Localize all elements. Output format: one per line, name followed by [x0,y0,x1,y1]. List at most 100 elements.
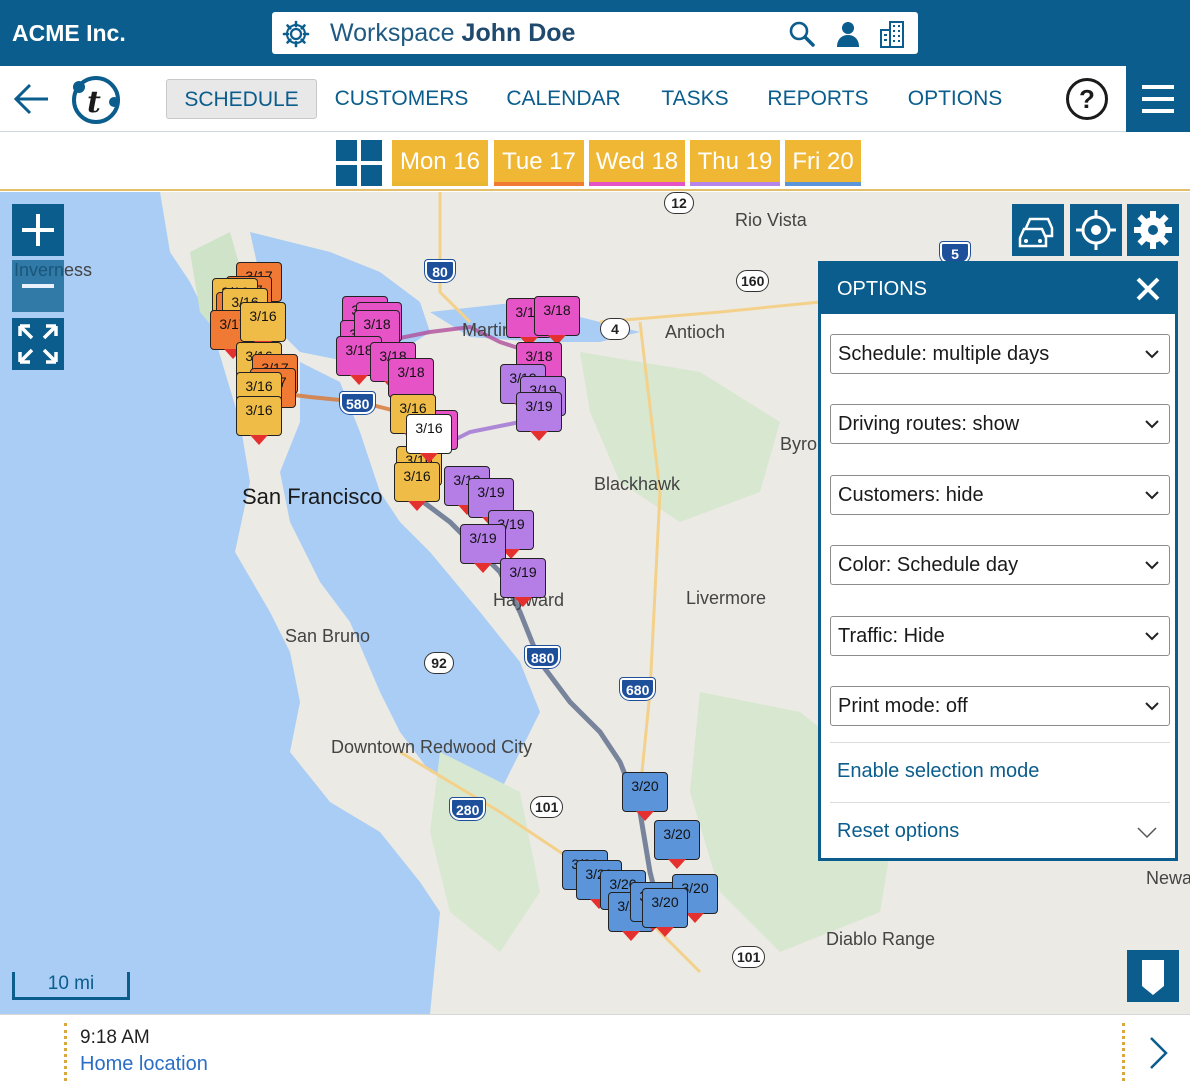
route-map[interactable]: Inverness Rio Vista Martinez Antioch Byr… [0,192,1190,1014]
route-stop-marker[interactable]: 3/16 [394,462,440,511]
chat-button[interactable] [1127,950,1179,1002]
divider [830,742,1170,743]
chevron-right-icon[interactable] [1146,1035,1172,1071]
print-mode-select-value: Print mode: off [838,695,968,717]
day-tab-thu[interactable]: Thu 19 [690,140,780,186]
hamburger-menu-button[interactable] [1126,66,1190,132]
highway-shield: 4 [600,318,630,340]
day-tab-tue[interactable]: Tue 17 [494,140,584,186]
route-stop-marker[interactable]: 3/16 [236,396,282,445]
back-arrow-icon[interactable] [12,82,50,116]
highway-shield: 101 [530,796,564,818]
fullscreen-button[interactable] [12,318,64,370]
workspace-bar[interactable]: Workspace John Doe [272,12,918,54]
chevron-down-icon [1145,420,1159,429]
map-settings-button[interactable] [1127,204,1179,256]
day-selector: Mon 16 Tue 17 Wed 18 Thu 19 Fri 20 [0,133,1190,191]
map-label-city: San Francisco [242,484,383,509]
main-navigation: t SCHEDULE CUSTOMERS CALENDAR TASKS REPO… [0,66,1190,132]
route-stop-marker[interactable]: 3/19 [500,558,546,607]
tab-reports[interactable]: REPORTS [767,87,869,110]
traffic-select-value: Traffic: Hide [838,625,945,647]
traffic-select[interactable]: Traffic: Hide [830,616,1170,656]
customers-select-value: Customers: hide [838,484,984,506]
map-label: Byron [780,434,828,454]
plus-icon [22,214,54,246]
enable-selection-mode-link[interactable]: Enable selection mode [837,760,1040,782]
gear-icon[interactable] [282,20,310,48]
timeline-divider [64,1023,67,1081]
traffic-button[interactable] [1012,204,1064,256]
route-stop-marker[interactable]: 3/19 [460,524,506,573]
schedule-select-value: Schedule: multiple days [838,343,1050,365]
reset-options-link[interactable]: Reset options [837,820,960,842]
map-scale: 10 mi [12,972,130,1000]
chevron-down-icon [1145,561,1159,570]
route-stop-marker[interactable]: 3/20 [622,772,668,821]
close-icon[interactable] [1135,276,1161,302]
color-select[interactable]: Color: Schedule day [830,545,1170,585]
route-stop-marker[interactable]: 3/20 [642,888,688,937]
tab-tasks[interactable]: TASKS [661,87,729,110]
driving-routes-select[interactable]: Driving routes: show [830,404,1170,444]
divider [830,802,1170,803]
gear-icon [1134,211,1172,249]
route-stop-marker[interactable]: 3/19 [516,392,562,441]
highway-shield: 80 [425,260,455,282]
timeline-divider [1122,1023,1125,1081]
day-tab-wed[interactable]: Wed 18 [589,140,685,186]
all-days-grid-icon[interactable] [336,140,382,186]
day-tab-mon[interactable]: Mon 16 [392,140,488,186]
highway-shield: 12 [664,192,694,214]
highway-shield: 101 [732,946,766,968]
chevron-down-icon [1145,702,1159,711]
chevron-down-icon [1145,491,1159,500]
map-label: Rio Vista [735,210,807,230]
home-location-link[interactable]: Home location [80,1053,208,1075]
options-panel: OPTIONS Schedule: multiple days Driving … [818,261,1178,861]
workspace-user: John Doe [461,19,576,47]
chevron-down-icon [1145,350,1159,359]
locate-button[interactable] [1070,204,1122,256]
tab-schedule[interactable]: SCHEDULE [166,79,317,119]
highway-shield: 580 [340,392,376,414]
schedule-select[interactable]: Schedule: multiple days [830,334,1170,374]
route-stop-marker[interactable]: 3/16 [240,302,286,351]
search-icon[interactable] [788,20,816,48]
driving-routes-select-value: Driving routes: show [838,413,1020,435]
workspace-title: Workspace John Doe [330,19,575,48]
company-name: ACME Inc. [12,20,126,46]
route-stop-marker[interactable]: 3/18 [388,358,434,407]
minus-icon [22,284,54,288]
route-stop-marker[interactable]: 3/20 [654,820,700,869]
user-icon[interactable] [834,20,862,48]
print-mode-select[interactable]: Print mode: off [830,686,1170,726]
highway-shield: 280 [450,798,486,820]
tab-customers[interactable]: CUSTOMERS [334,87,469,110]
route-stop-marker[interactable]: 3/18 [534,296,580,345]
stop-time: 9:18 AM [80,1027,150,1048]
chevron-down-icon[interactable] [1137,826,1157,840]
zoom-out-button[interactable] [12,260,64,312]
help-button[interactable]: ? [1066,78,1108,120]
tab-calendar[interactable]: CALENDAR [506,87,621,110]
selected-stop-marker[interactable]: 3/16 [406,414,452,463]
map-label: Livermore [686,588,767,608]
options-panel-header: OPTIONS [821,264,1175,314]
customers-select[interactable]: Customers: hide [830,475,1170,515]
day-tab-fri[interactable]: Fri 20 [785,140,861,186]
zoom-in-button[interactable] [12,204,64,256]
cars-icon [1018,217,1054,248]
expand-icon [18,324,58,364]
app-logo[interactable]: t [70,74,122,126]
crosshair-icon [1076,210,1116,250]
tab-options[interactable]: OPTIONS [907,87,1003,110]
highway-shield: 160 [736,270,770,292]
speech-bubble-icon [1142,960,1164,995]
map-label: Blackhawk [594,474,681,494]
workspace-prefix: Workspace [330,19,455,47]
building-icon[interactable] [878,20,906,48]
timeline-strip: 9:18 AM Home location [0,1014,1190,1086]
map-label: Downtown Redwood City [331,737,533,757]
map-label: San Bruno [285,626,371,646]
